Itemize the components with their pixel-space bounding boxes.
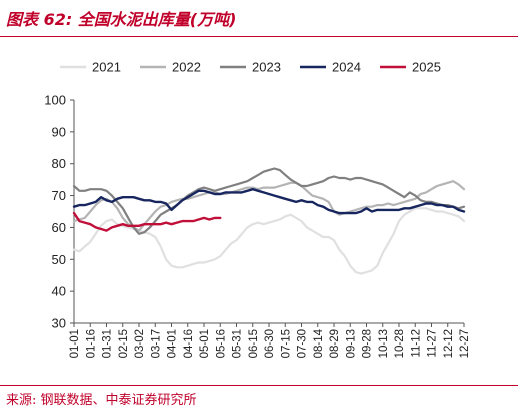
y-tick-label: 90	[52, 124, 66, 139]
legend-label-2023: 2023	[252, 60, 281, 75]
x-tick-label: 01-16	[85, 329, 97, 358]
legend-label-2022: 2022	[172, 60, 201, 75]
y-axis: 30 40 50 60 70 80 90 100	[44, 93, 75, 331]
x-tick-label: 10-13	[378, 329, 390, 358]
series-line-2021	[72, 207, 466, 275]
figure-title: 图表 62: 全国水泥出库量(万吨)	[6, 10, 237, 29]
y-tick-label: 60	[52, 220, 66, 235]
series-line-2024	[72, 188, 466, 215]
x-tick-label: 05-16	[215, 329, 227, 358]
legend: 2021 2022 2023 2024 2025	[60, 60, 441, 75]
x-tick-label: 11-27	[427, 329, 439, 358]
title-divider	[0, 36, 518, 37]
x-tick-label: 11-12	[410, 329, 422, 358]
x-tick-label: 01-31	[102, 329, 114, 358]
y-tick-label: 40	[52, 284, 66, 299]
x-tick-label: 06-15	[248, 329, 260, 358]
y-tick-label: 70	[52, 188, 66, 203]
y-tick-label: 100	[44, 93, 66, 108]
legend-label-2025: 2025	[412, 60, 441, 75]
legend-label-2024: 2024	[332, 60, 361, 75]
x-tick-label: 09-13	[345, 329, 357, 358]
series-line-2025	[72, 211, 222, 232]
series-layer	[72, 167, 466, 275]
series-line-2023	[72, 167, 466, 235]
line-chart: 2021 2022 2023 2024 2025 30 40 50 60 70 80 90 100 0…	[44, 60, 471, 359]
x-tick-label: 10-28	[394, 329, 406, 358]
x-tick-label: 05-01	[199, 329, 211, 358]
x-tick-label: 04-01	[167, 329, 179, 358]
y-tick-label: 50	[52, 252, 66, 267]
x-tick-label: 05-31	[232, 329, 244, 358]
series-line-2022	[72, 180, 466, 232]
x-axis: 01-01 01-16 01-31 02-15 03-02 03-17 04-01 04-16…	[69, 322, 471, 358]
x-tick-label: 07-15	[280, 329, 292, 358]
figure-source: 来源: 钢联数据、中泰证券研究所	[6, 393, 197, 408]
x-tick-label: 03-17	[150, 329, 162, 358]
x-tick-label: 03-02	[134, 329, 146, 358]
x-tick-label: 04-16	[183, 329, 195, 358]
legend-label-2021: 2021	[92, 60, 121, 75]
x-tick-label: 12-27	[459, 329, 471, 358]
source-divider	[0, 385, 518, 386]
x-tick-label: 08-14	[313, 328, 325, 358]
x-tick-label: 12-12	[443, 329, 455, 358]
x-tick-label: 09-28	[362, 329, 374, 358]
x-tick-label: 02-15	[118, 329, 130, 358]
y-tick-label: 30	[52, 316, 66, 331]
x-tick-label: 01-01	[69, 329, 81, 358]
y-tick-label: 80	[52, 156, 66, 171]
x-tick-label: 08-29	[329, 329, 341, 358]
x-tick-label: 06-30	[264, 329, 276, 358]
x-tick-label: 07-30	[297, 329, 309, 358]
